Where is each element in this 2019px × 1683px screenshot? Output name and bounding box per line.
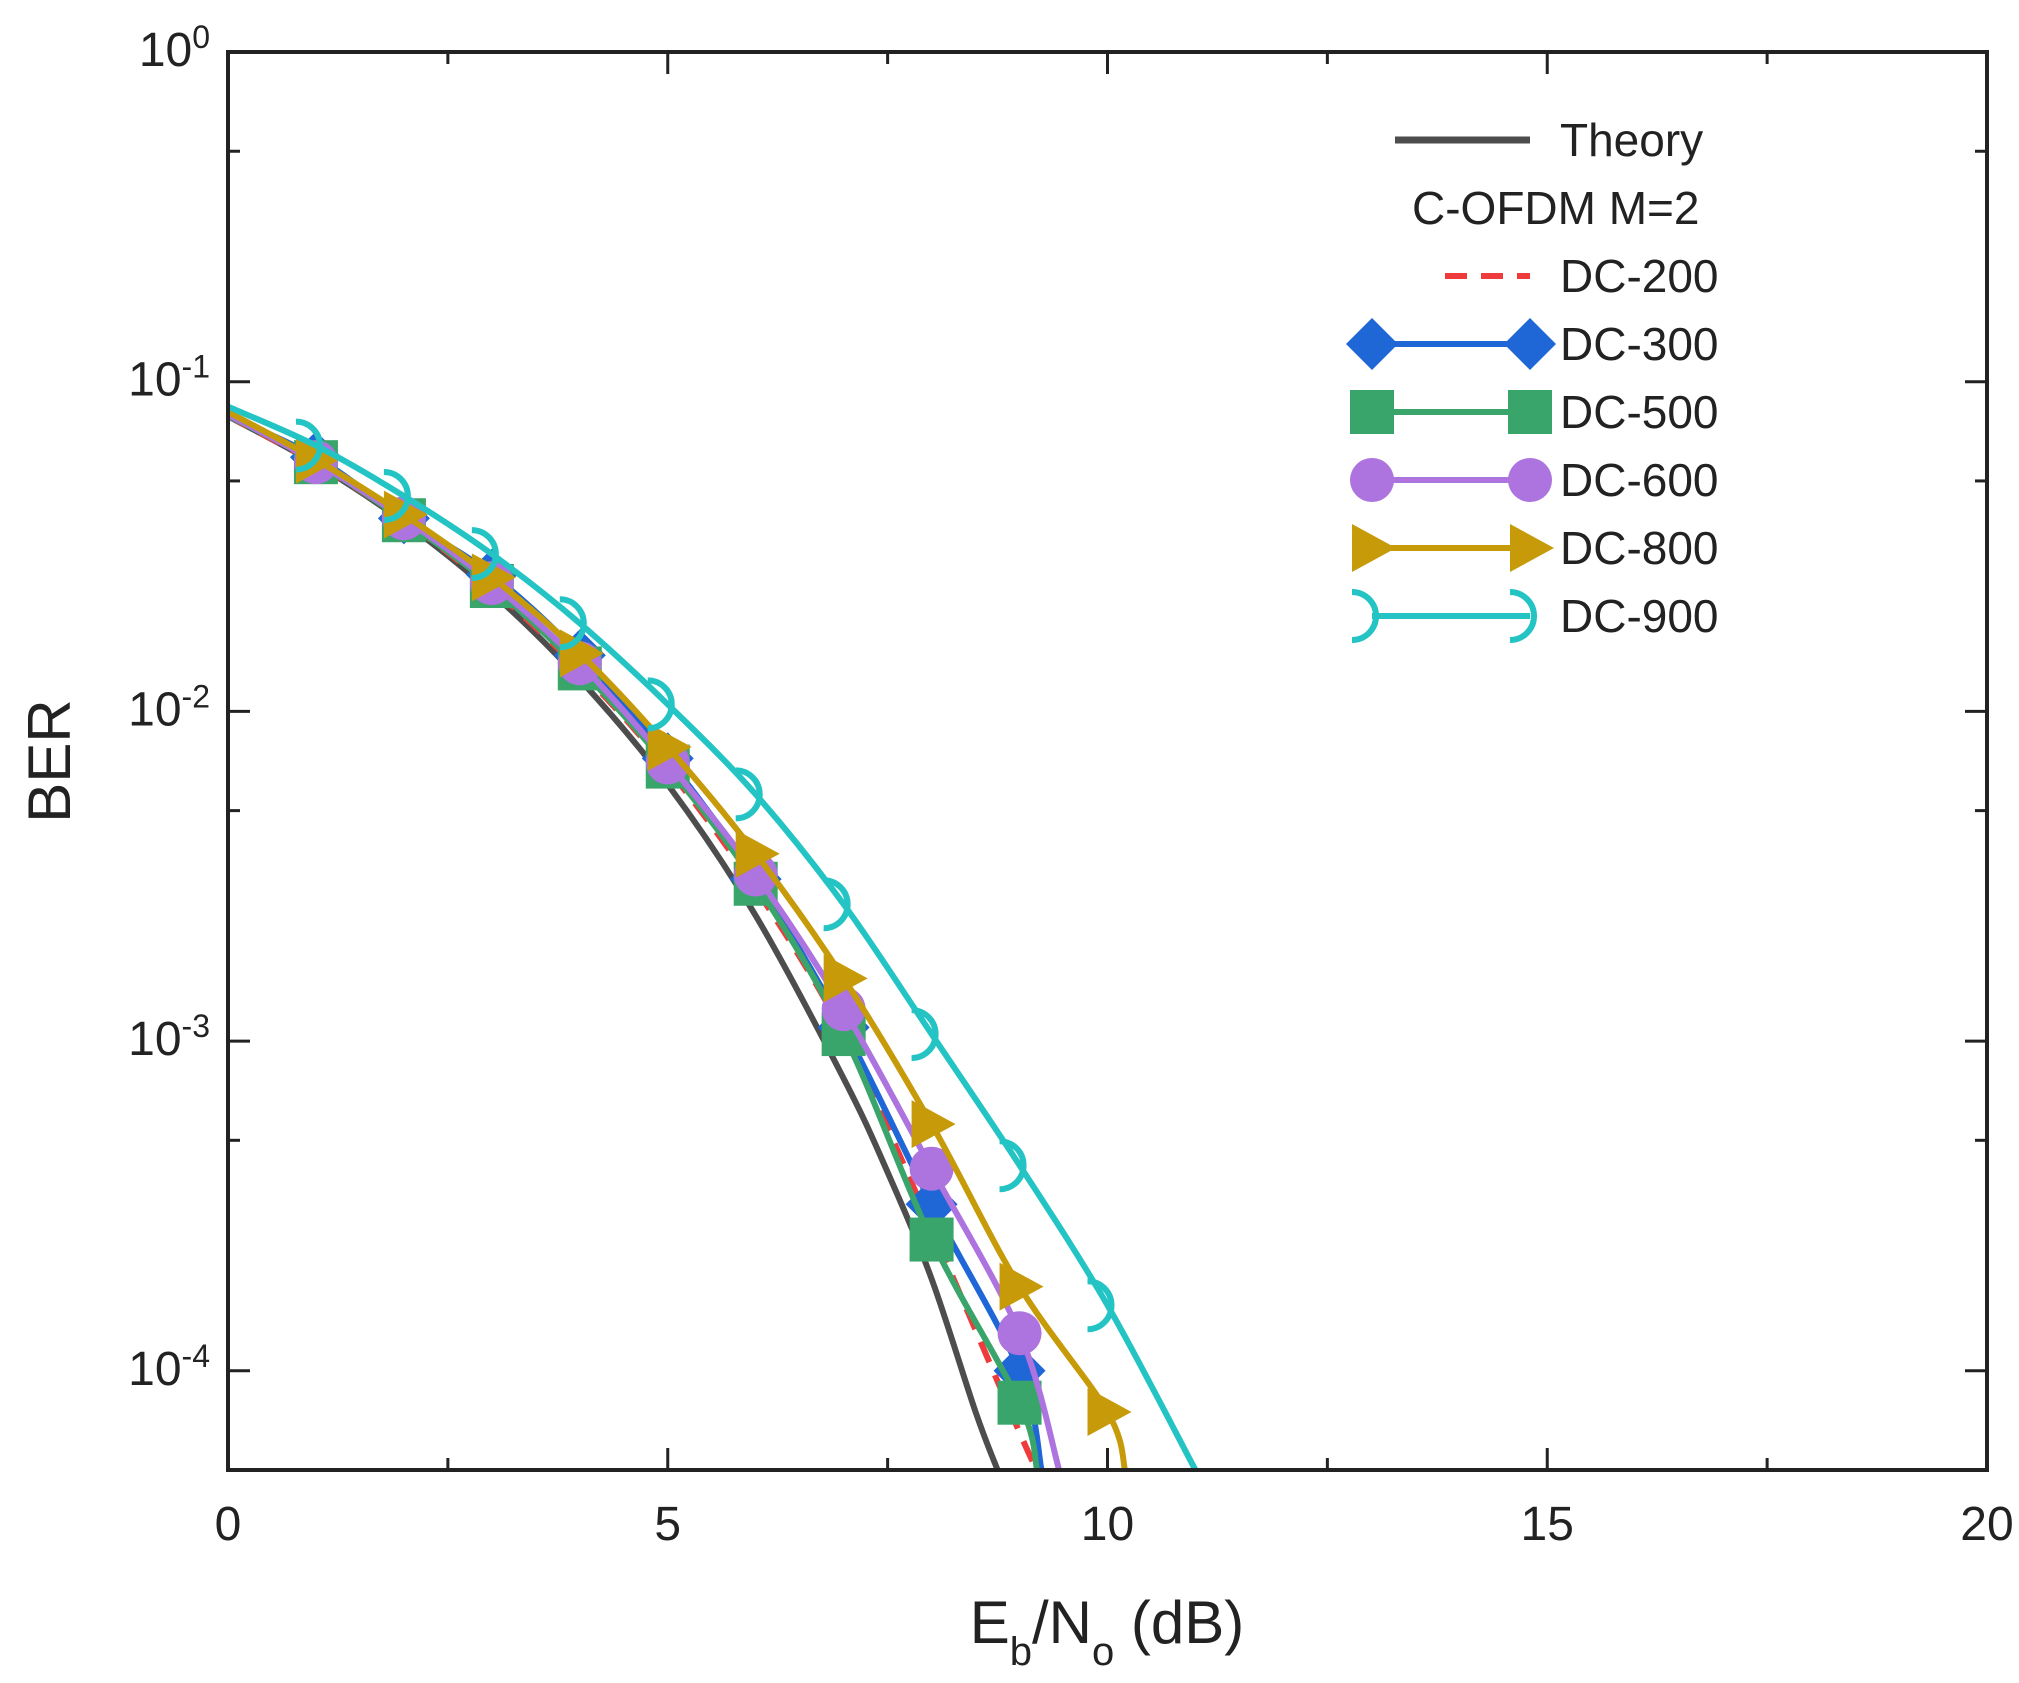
data-point — [999, 1138, 1027, 1193]
series-layer — [228, 403, 1199, 1470]
x-axis-title-main: E — [970, 1589, 1010, 1656]
legend-marker — [1352, 524, 1396, 572]
y-axis-title: BER — [16, 699, 83, 822]
legend-marker — [1508, 458, 1552, 502]
legend-entry-dc-300: DC-300 — [1346, 318, 1719, 370]
legend: Theory C-OFDM M=2 DC-200 DC-300 DC-500 DC-600… — [1346, 114, 1719, 643]
plot-frame — [226, 50, 1989, 1472]
y-tick-label: 100 — [139, 19, 210, 77]
y-tick-label: 10-4 — [128, 1338, 210, 1396]
data-point — [647, 722, 692, 771]
data-point — [1087, 1387, 1132, 1436]
y-tick-label-exponent: 0 — [192, 19, 210, 55]
y-tick-label-base: 10 — [128, 1343, 181, 1396]
y-tick-label-base: 10 — [128, 683, 181, 736]
data-point — [647, 677, 675, 732]
legend-entry-dc-800: DC-800 — [1352, 522, 1719, 574]
y-tick-label-base: 10 — [128, 354, 181, 407]
x-axis-title-tail: (dB) — [1114, 1589, 1244, 1656]
legend-label: DC-900 — [1560, 590, 1719, 642]
x-tick-label: 10 — [1081, 1498, 1134, 1551]
legend-marker — [1350, 458, 1394, 502]
legend-marker — [1350, 390, 1394, 434]
data-point — [295, 418, 323, 473]
data-point — [471, 553, 516, 602]
legend-marker — [1510, 524, 1554, 572]
x-axis-title-sub2: o — [1092, 1630, 1114, 1674]
data-point — [735, 767, 763, 822]
legend-marker — [1346, 318, 1398, 370]
legend-entry-dc-600: DC-600 — [1350, 454, 1719, 506]
data-point — [911, 1007, 939, 1062]
legend-label: DC-200 — [1560, 250, 1719, 302]
legend-label: DC-300 — [1560, 318, 1719, 370]
x-tick-label: 20 — [1960, 1498, 2013, 1551]
data-point — [823, 877, 851, 932]
x-tick-label: 0 — [215, 1498, 242, 1551]
x-axis-title: Eb/No (dB) — [970, 1589, 1245, 1674]
legend-label: Theory — [1560, 114, 1703, 166]
y-tick-label-base: 10 — [128, 1013, 181, 1066]
data-point — [997, 1311, 1042, 1356]
data-point — [997, 1380, 1042, 1425]
data-point — [909, 1217, 954, 1262]
legend-entry-dc-500: DC-500 — [1350, 386, 1719, 438]
y-tick-label: 10-3 — [128, 1008, 210, 1066]
series-line — [228, 403, 1199, 1470]
legend-label: DC-800 — [1560, 522, 1719, 574]
y-tick-label-base: 10 — [139, 24, 192, 77]
data-point — [909, 1146, 954, 1191]
legend-subtitle: C-OFDM M=2 — [1412, 182, 1700, 234]
y-tick-label-exponent: -3 — [182, 1008, 210, 1044]
legend-marker — [1509, 589, 1537, 643]
y-tick-label-exponent: -2 — [182, 678, 210, 714]
series-dc-900 — [228, 403, 1199, 1470]
x-axis-title-sub1: b — [1010, 1630, 1032, 1674]
data-point — [823, 954, 868, 1003]
y-tick-label-exponent: -1 — [182, 349, 210, 385]
legend-marker — [1504, 318, 1556, 370]
data-point — [383, 469, 411, 524]
y-tick-label-exponent: -4 — [182, 1338, 210, 1374]
y-tick-label: 10-2 — [128, 678, 210, 736]
legend-label: DC-600 — [1560, 454, 1719, 506]
plot-background — [228, 52, 1987, 1470]
legend-marker — [1508, 390, 1552, 434]
x-tick-label: 5 — [654, 1498, 681, 1551]
data-point — [383, 490, 428, 539]
legend-label: DC-500 — [1560, 386, 1719, 438]
data-point — [1087, 1278, 1115, 1333]
x-axis-title-mid: /N — [1032, 1589, 1092, 1656]
y-tick-label: 10-1 — [128, 349, 210, 407]
x-tick-label: 15 — [1521, 1498, 1574, 1551]
data-point — [911, 1100, 956, 1149]
data-point — [471, 527, 499, 582]
data-point — [999, 1262, 1044, 1311]
legend-entry-dc-900: DC-900 — [1351, 589, 1719, 643]
data-point — [735, 829, 780, 878]
legend-marker — [1351, 589, 1379, 643]
legend-entry-dc-200: DC-200 — [1445, 250, 1719, 302]
data-point — [559, 596, 587, 651]
